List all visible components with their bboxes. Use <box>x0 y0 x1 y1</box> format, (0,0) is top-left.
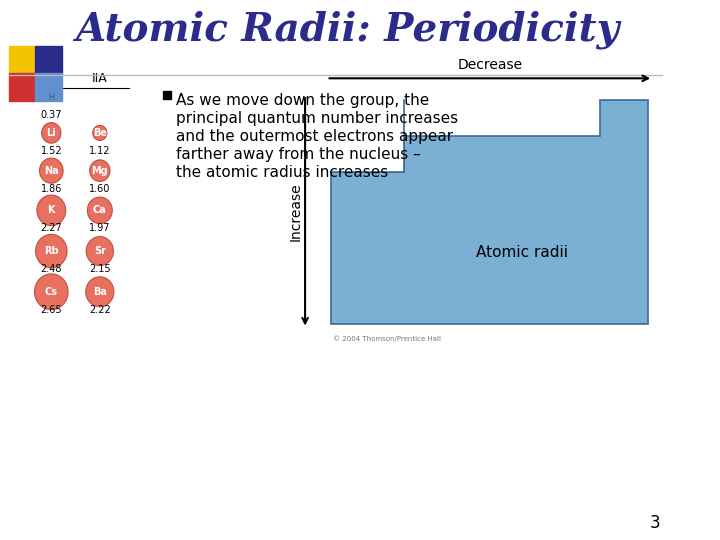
Text: 1.60: 1.60 <box>89 184 110 193</box>
Text: Atomic radii: Atomic radii <box>475 245 567 260</box>
Circle shape <box>86 277 114 307</box>
Text: Be: Be <box>93 128 107 138</box>
Text: 3: 3 <box>650 514 660 532</box>
Bar <box>9 45 35 73</box>
Text: Li: Li <box>46 128 56 138</box>
Text: 1.52: 1.52 <box>40 146 62 156</box>
Text: Mg: Mg <box>91 166 108 176</box>
Text: 2.48: 2.48 <box>40 264 62 274</box>
Circle shape <box>35 274 68 309</box>
Text: K: K <box>48 205 55 215</box>
Text: Cs: Cs <box>45 287 58 297</box>
Text: 1.86: 1.86 <box>40 184 62 193</box>
Text: Increase: Increase <box>289 183 302 241</box>
Text: H: H <box>48 93 55 102</box>
Text: principal quantum number increases: principal quantum number increases <box>176 111 459 126</box>
Circle shape <box>93 125 107 140</box>
Text: 0.37: 0.37 <box>40 110 62 120</box>
Circle shape <box>40 158 63 183</box>
Text: IA: IA <box>45 72 58 85</box>
Text: © 2004 Thomson/Prentice Hall: © 2004 Thomson/Prentice Hall <box>333 335 441 342</box>
Bar <box>35 45 62 73</box>
Circle shape <box>42 123 61 143</box>
Polygon shape <box>331 100 404 172</box>
Text: farther away from the nucleus –: farther away from the nucleus – <box>176 147 421 162</box>
Circle shape <box>37 195 66 226</box>
Text: Decrease: Decrease <box>457 58 523 72</box>
Text: 1.97: 1.97 <box>89 223 111 233</box>
Circle shape <box>48 93 55 101</box>
Text: and the outermost electrons appear: and the outermost electrons appear <box>176 129 454 144</box>
Circle shape <box>35 234 67 268</box>
Bar <box>35 73 62 101</box>
Circle shape <box>86 237 114 266</box>
Polygon shape <box>331 100 649 323</box>
Bar <box>9 73 35 101</box>
Text: Rb: Rb <box>44 246 58 256</box>
Text: As we move down the group, the: As we move down the group, the <box>176 93 430 108</box>
Text: 2.27: 2.27 <box>40 223 62 233</box>
Text: 2.15: 2.15 <box>89 264 111 274</box>
Text: Sr: Sr <box>94 246 106 256</box>
Circle shape <box>87 197 112 224</box>
Circle shape <box>90 160 110 181</box>
Text: 2.22: 2.22 <box>89 305 111 315</box>
Text: Ca: Ca <box>93 205 107 215</box>
Text: Atomic Radii: Periodicity: Atomic Radii: Periodicity <box>75 10 619 49</box>
Text: 2.65: 2.65 <box>40 305 62 315</box>
Bar <box>163 91 171 99</box>
Text: 1.12: 1.12 <box>89 146 111 156</box>
Text: Na: Na <box>44 166 58 176</box>
Text: Ba: Ba <box>93 287 107 297</box>
Text: IIA: IIA <box>92 72 108 85</box>
Text: the atomic radius increases: the atomic radius increases <box>176 165 389 180</box>
